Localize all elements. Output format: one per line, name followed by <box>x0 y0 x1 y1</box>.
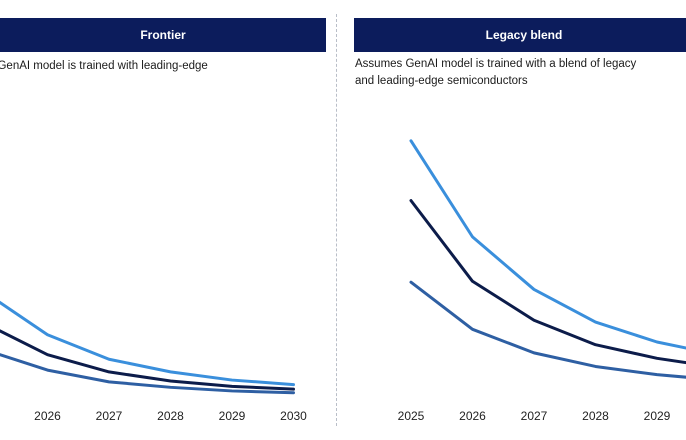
legacy-blend-chart: 2025 2026 2027 2028 2029 <box>398 139 686 423</box>
frontier-subtitle: Assumes GenAI model is trained with lead… <box>0 58 208 75</box>
frontier-title: Frontier <box>140 28 186 42</box>
frontier-header: Frontier <box>0 18 326 52</box>
legacy-blend-x-tick-label: 2028 <box>582 409 609 423</box>
frontier-chart: 202520262027202820292030 <box>0 300 307 423</box>
frontier-subtitle-line-1: Assumes GenAI model is trained with lead… <box>0 60 208 72</box>
legacy-blend-x-tick-label: 2027 <box>521 409 548 423</box>
legacy-blend-x-tick-label: 2025 <box>398 409 425 423</box>
frontier-x-tick-label: 2027 <box>96 409 123 423</box>
legacy-blend-subtitle-line-2: and leading-edge semiconductors <box>355 75 528 87</box>
frontier-panel: Frontier Assumes GenAI model is trained … <box>0 0 330 440</box>
legacy-blend-subtitle-line-1: Assumes GenAI model is trained with a bl… <box>355 58 637 70</box>
frontier-series-line-2 <box>0 329 295 391</box>
frontier-series-line-1 <box>0 300 295 387</box>
legacy-blend-title: Legacy blend <box>485 28 563 42</box>
frontier-x-tick-label: 2029 <box>219 409 246 423</box>
frontier-series-line-3 <box>0 353 295 395</box>
panel-divider <box>336 14 338 426</box>
legacy-blend-panel: Legacy blend Assumes GenAI model is trai… <box>339 0 686 440</box>
frontier-x-tick-label: 2026 <box>34 409 61 423</box>
legacy-blend-series-line-3 <box>409 280 686 379</box>
legacy-blend-series-line-2 <box>409 199 686 365</box>
legacy-blend-header: Legacy blend <box>354 18 686 52</box>
frontier-x-tick-label: 2028 <box>157 409 184 423</box>
frontier-x-tick-label: 2030 <box>280 409 307 423</box>
legacy-blend-series-line-1 <box>409 139 686 350</box>
legacy-blend-x-tick-label: 2029 <box>644 409 671 423</box>
legacy-blend-subtitle: Assumes GenAI model is trained with a bl… <box>355 56 636 90</box>
legacy-blend-x-tick-label: 2026 <box>459 409 486 423</box>
